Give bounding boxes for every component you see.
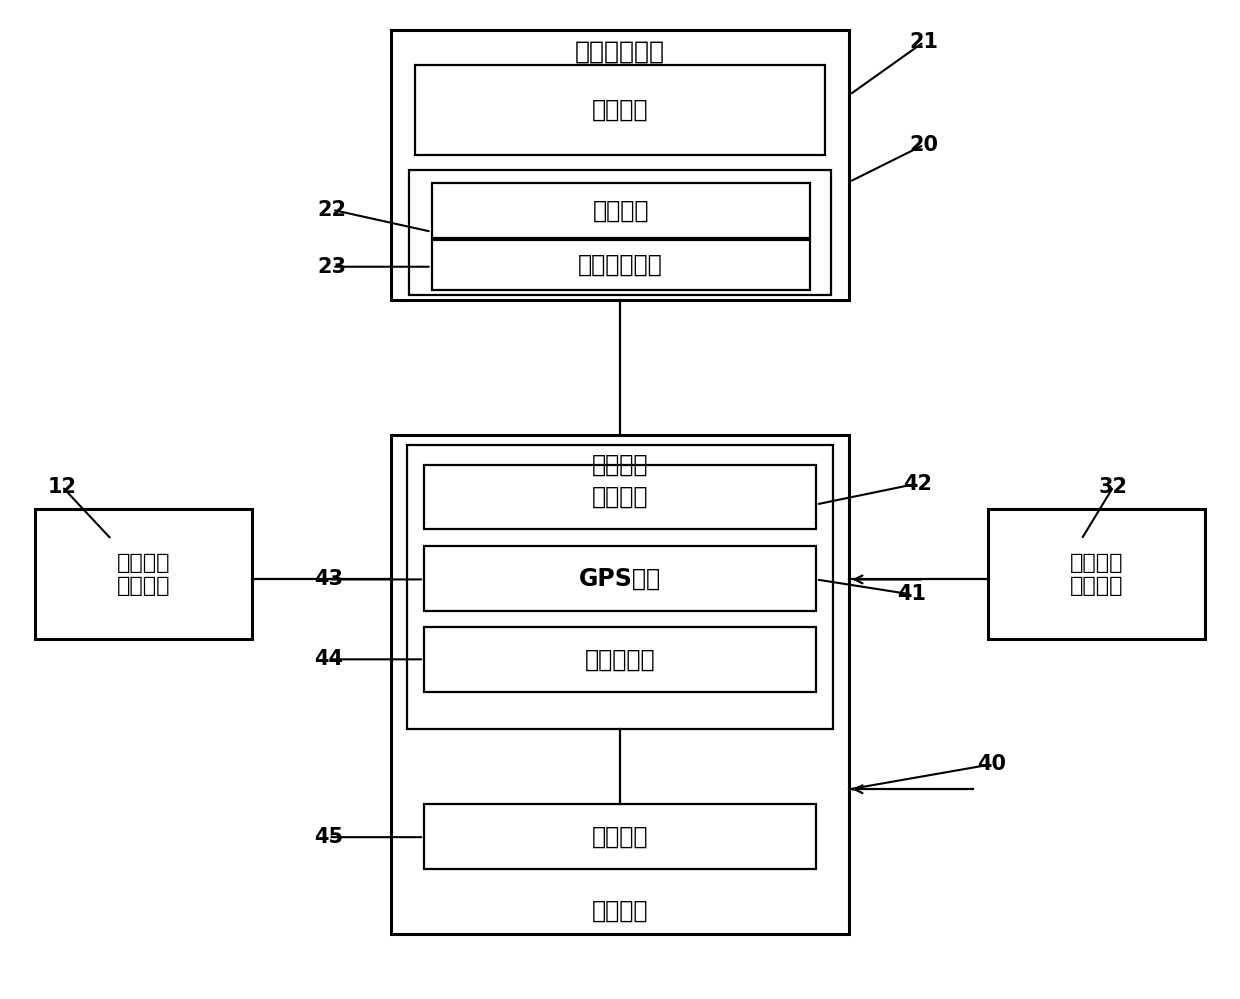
Bar [424, 627, 816, 692]
Bar [391, 435, 849, 934]
Bar [407, 445, 833, 729]
Text: 子传输带: 子传输带 [593, 198, 649, 223]
Text: 32: 32 [1099, 477, 1128, 497]
Bar [988, 509, 1205, 639]
Text: 40: 40 [977, 754, 1007, 774]
Bar [409, 170, 831, 295]
Text: 触控显示屏: 触控显示屏 [585, 647, 655, 672]
Bar [432, 183, 810, 238]
Text: 电池推动装置: 电池推动装置 [578, 253, 663, 277]
Text: 12: 12 [47, 477, 77, 497]
Text: 主传输带: 主传输带 [591, 98, 649, 122]
Text: 控制系统: 控制系统 [591, 899, 649, 923]
Text: 主控制器: 主控制器 [591, 485, 649, 509]
Text: 23: 23 [317, 257, 347, 277]
Bar [391, 30, 849, 300]
Text: 22: 22 [317, 200, 347, 220]
Text: 44: 44 [314, 649, 343, 669]
Text: 通信模块: 通信模块 [591, 824, 649, 849]
Bar [415, 65, 825, 155]
Bar [424, 546, 816, 611]
Text: 45: 45 [314, 827, 343, 847]
Text: 电池输送装置: 电池输送装置 [575, 40, 665, 64]
Text: 主控装置: 主控装置 [591, 453, 649, 477]
Text: 43: 43 [314, 569, 343, 589]
Text: 21: 21 [909, 32, 939, 52]
Text: 42: 42 [903, 474, 932, 494]
Bar [432, 240, 810, 290]
Text: 第一电池
拆装装置: 第一电池 拆装装置 [117, 552, 170, 596]
Text: 41: 41 [897, 584, 926, 604]
Text: GPS模块: GPS模块 [579, 566, 661, 591]
Bar [424, 804, 816, 869]
Text: 20: 20 [909, 135, 939, 155]
Bar [424, 465, 816, 529]
Bar [35, 509, 252, 639]
Text: 第二电池
拆装装置: 第二电池 拆装装置 [1070, 552, 1123, 596]
